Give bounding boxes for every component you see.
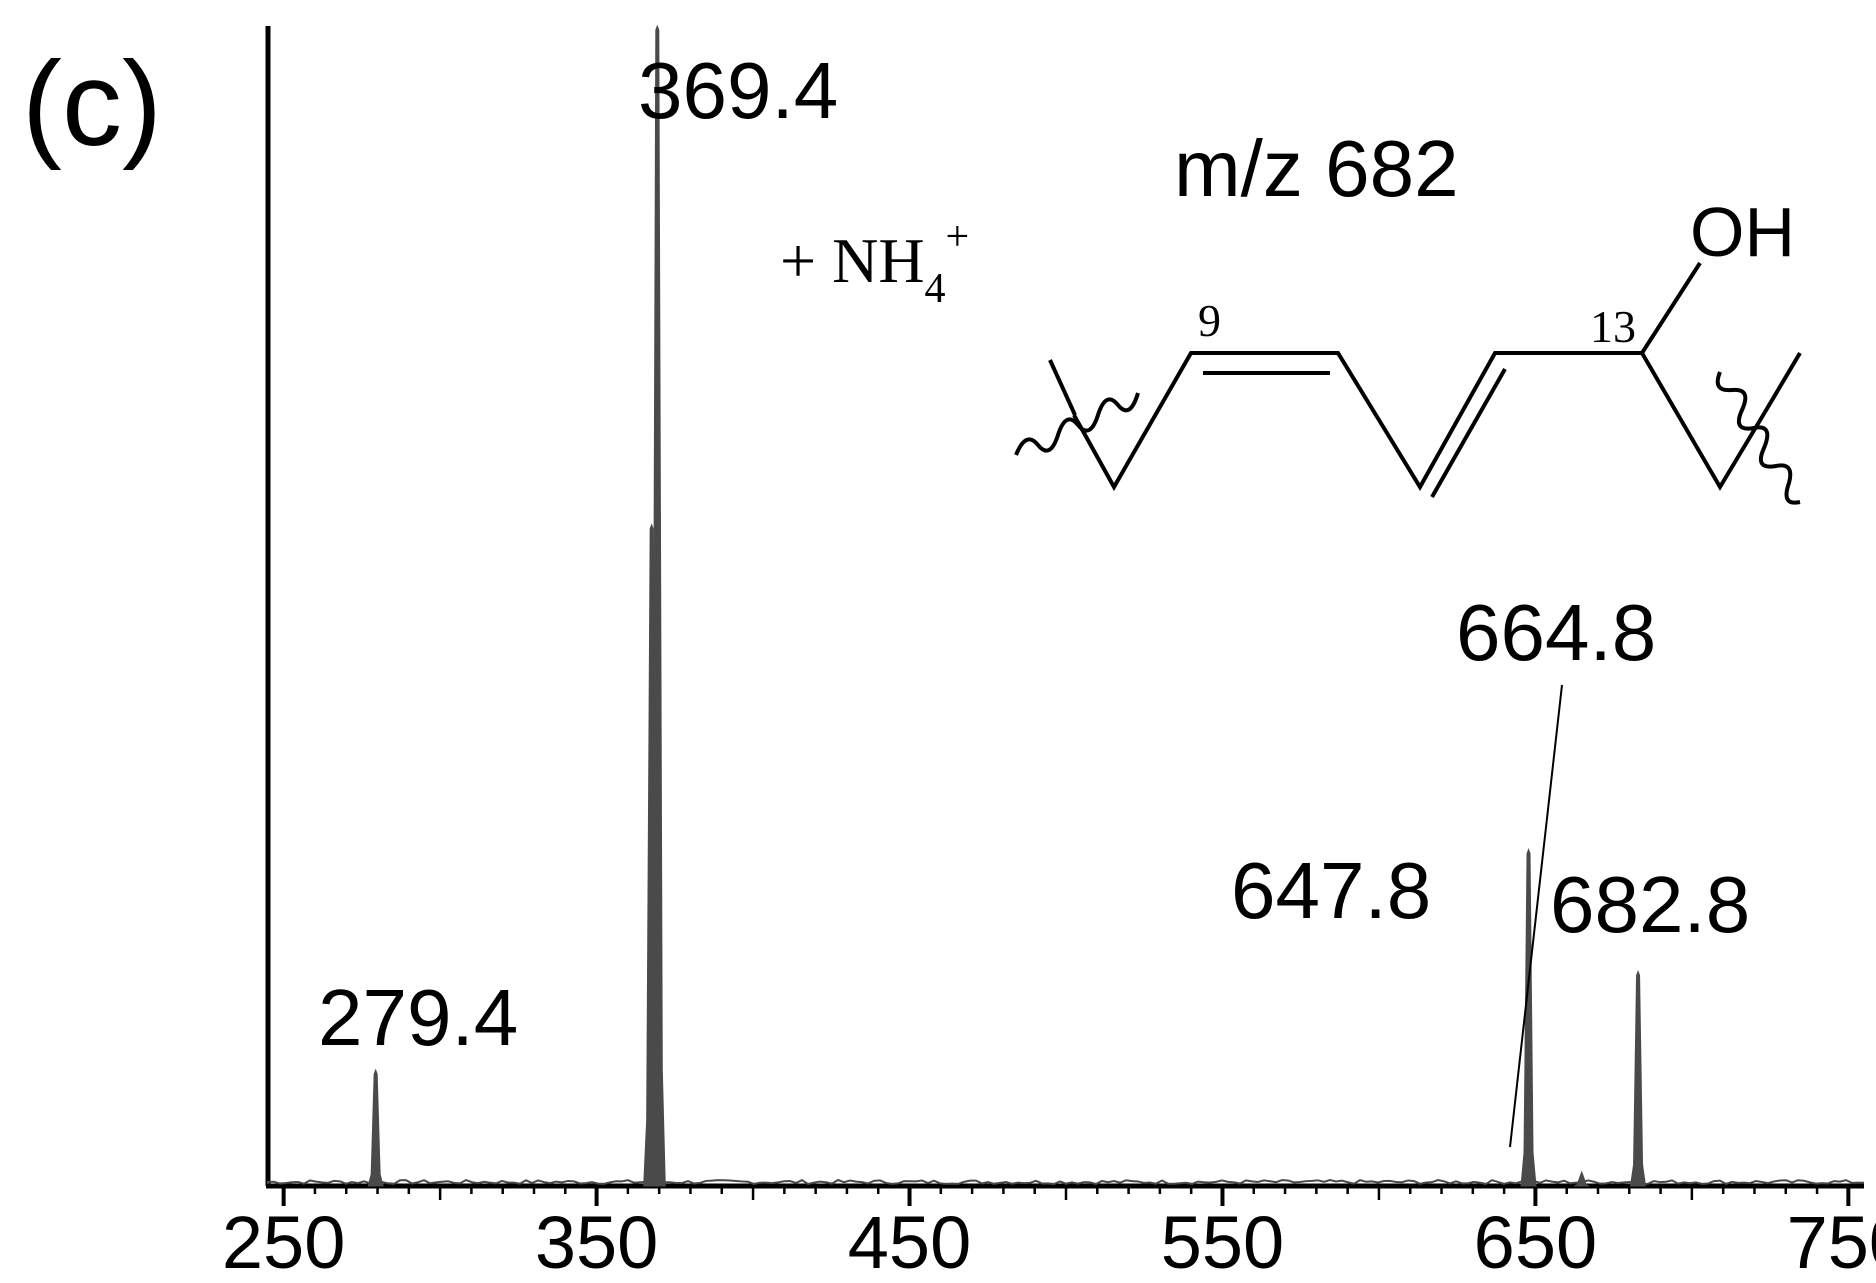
peak-label-369: 369.4 <box>638 46 838 135</box>
x-tick-label: 250 <box>222 1201 345 1283</box>
x-tick-label: 550 <box>1161 1201 1284 1283</box>
adduct-label: + NH4+ <box>780 214 969 312</box>
x-tick-label: 750 <box>1787 1201 1876 1283</box>
baseline-noise <box>267 1178 1865 1186</box>
peak-label-682: 682.8 <box>1550 860 1750 949</box>
peak-label-279: 279.4 <box>318 973 518 1062</box>
peak-682.8 <box>1629 969 1647 1187</box>
x-tick-label: 650 <box>1474 1201 1597 1283</box>
spectrum-peaks <box>367 24 1647 1187</box>
panel-label: (c) <box>22 37 162 171</box>
peak-label-664: 664.8 <box>1456 588 1656 677</box>
oh-bond <box>1640 261 1702 355</box>
mz-value: 682 <box>1325 124 1458 213</box>
mz-prefix: m/z <box>1174 124 1303 213</box>
x-axis-tick-labels: 250 350 450 550 650 750 <box>222 1201 1876 1283</box>
annotation-leader-664 <box>1509 684 1563 1148</box>
peak-279.4 <box>367 1068 384 1187</box>
mz-title: m/z 682 <box>1174 124 1459 213</box>
baseline-trace <box>267 1178 1865 1186</box>
adduct-superscript: + <box>946 214 970 260</box>
wavy-bond-right <box>1715 371 1801 505</box>
hydroxyl-label: OH <box>1690 193 1795 271</box>
structure-bonds <box>1014 261 1802 505</box>
x-tick-label: 450 <box>848 1201 971 1283</box>
peak-369.4 <box>648 24 666 1187</box>
trans-double-bond <box>1430 368 1507 498</box>
adduct-subscript: 4 <box>925 266 946 312</box>
peak-647.8 <box>1520 848 1537 1187</box>
carbon-13-label: 13 <box>1590 301 1636 352</box>
structure-inset: m/z 682 + NH4+ 9 13 OH <box>780 124 1802 505</box>
peak-664.8 <box>1574 1170 1590 1187</box>
carbon-9-label: 9 <box>1198 295 1221 346</box>
main-chain <box>1072 351 1767 492</box>
adduct-prefix: + NH <box>780 225 925 296</box>
x-tick-label: 350 <box>535 1201 658 1283</box>
peak-label-647: 647.8 <box>1231 846 1431 935</box>
wavy-cut-left <box>1048 359 1077 416</box>
x-axis-ticks <box>281 1186 1851 1206</box>
wavy-bond-left <box>1014 392 1140 456</box>
wavy-cut-right <box>1763 351 1802 414</box>
